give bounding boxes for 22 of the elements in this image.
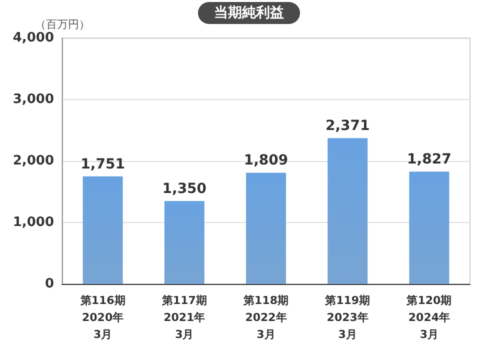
bar	[328, 138, 368, 284]
data-label: 1,350	[162, 180, 207, 197]
y-axis-title: （百万円）	[35, 18, 90, 31]
bar	[164, 200, 204, 284]
data-label: 1,809	[244, 152, 288, 169]
y-tick-label: 0	[44, 276, 54, 292]
y-tick-label: 4,000	[12, 30, 54, 46]
x-tick-label: 第116期 2020年 3月	[79, 294, 126, 341]
chart-title: 当期純利益	[214, 5, 284, 21]
y-tick-label: 1,000	[12, 215, 54, 230]
x-tick-label: 第117期 2021年 3月	[160, 294, 207, 341]
data-label: 1,827	[407, 152, 452, 168]
y-tick-label: 2,000	[12, 154, 54, 168]
x-tick-label: 第120期 2024年 3月	[406, 294, 452, 341]
data-label: 1,751	[80, 156, 125, 172]
bar	[409, 172, 450, 284]
y-tick-label: 3,000	[12, 92, 54, 107]
bar	[82, 176, 123, 284]
x-tick-label: 第118期 2022年 3月	[242, 294, 288, 341]
data-label: 2,371	[325, 118, 370, 134]
x-tick-label: 第119期 2023年 3月	[324, 294, 370, 341]
bar	[246, 172, 286, 284]
